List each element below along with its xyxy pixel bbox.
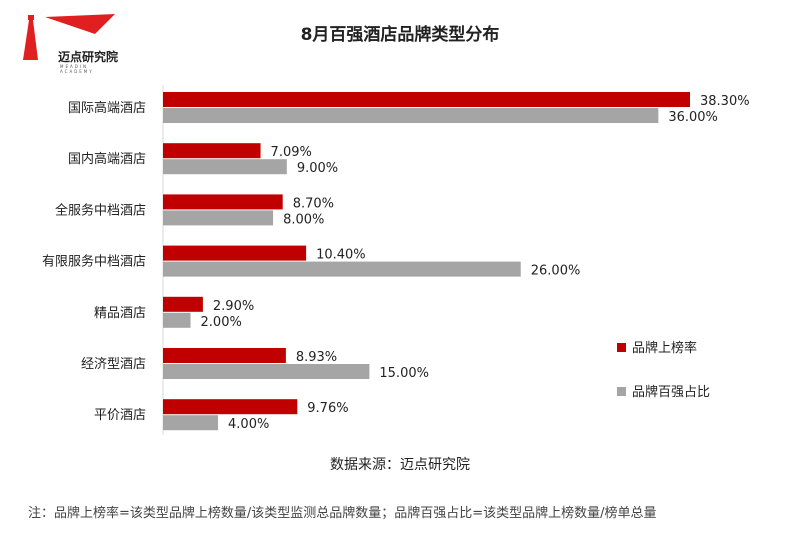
data-label: 8.93% — [296, 350, 337, 365]
category-label: 平价酒店 — [94, 408, 146, 423]
bar-listing-rate — [163, 194, 283, 210]
legend-label: 品牌上榜率 — [632, 340, 697, 356]
legend-swatch — [617, 387, 626, 396]
data-label: 10.40% — [316, 248, 366, 263]
legend-swatch — [617, 343, 626, 352]
bar-top100-share — [163, 364, 370, 379]
legend-label: 品牌百强占比 — [632, 384, 710, 400]
category-label: 有限服务中档酒店 — [42, 254, 146, 270]
data-label: 26.00% — [531, 264, 581, 279]
bar-listing-rate — [163, 399, 298, 415]
bar-top100-share — [163, 312, 191, 328]
category-label: 全服务中档酒店 — [55, 202, 146, 218]
bar-top100-share — [163, 210, 274, 226]
category-label: 国际高端酒店 — [68, 100, 146, 116]
data-label: 4.00% — [228, 417, 269, 432]
bar-listing-rate — [163, 143, 261, 159]
data-source: 数据来源：迈点研究院 — [330, 457, 470, 473]
data-label: 38.30% — [700, 94, 750, 109]
bar-listing-rate — [163, 92, 690, 107]
logo-text: 迈点研究院 — [58, 50, 119, 64]
bar-top100-share — [163, 415, 219, 431]
data-label: 9.00% — [297, 161, 338, 176]
bar-top100-share — [163, 108, 659, 123]
category-label: 经济型酒店 — [81, 357, 146, 372]
data-label: 9.76% — [307, 401, 348, 416]
lighthouse-logo-icon — [23, 14, 115, 60]
data-label: 8.00% — [283, 212, 324, 227]
bar-listing-rate — [163, 245, 307, 261]
bar-top100-share — [163, 261, 521, 277]
data-label: 7.09% — [271, 145, 312, 160]
data-label: 2.00% — [201, 315, 242, 330]
category-label: 国内高端酒店 — [68, 151, 146, 167]
data-label: 36.00% — [668, 110, 718, 125]
data-label: 2.90% — [213, 299, 254, 314]
bar-listing-rate — [163, 348, 286, 363]
logo-subtitle: MEADIN ACADEMY — [60, 64, 94, 74]
data-label: 8.70% — [293, 196, 334, 211]
category-label: 精品酒店 — [94, 306, 146, 321]
chart-title: 8月百强酒店品牌类型分布 — [300, 25, 500, 45]
footnote: 注：品牌上榜率=该类型品牌上榜数量/该类型监测总品牌数量；品牌百强占比=该类型品… — [28, 506, 657, 521]
logo: 迈点研究院 MEADIN ACADEMY — [20, 12, 120, 74]
bar-listing-rate — [163, 296, 203, 312]
data-label: 15.00% — [379, 366, 429, 381]
bar-top100-share — [163, 159, 287, 175]
bar-chart: 国际高端酒店 38.30%36.00% 国内高端酒店 7.09%9.00% 全服务中档酒… — [42, 85, 750, 435]
